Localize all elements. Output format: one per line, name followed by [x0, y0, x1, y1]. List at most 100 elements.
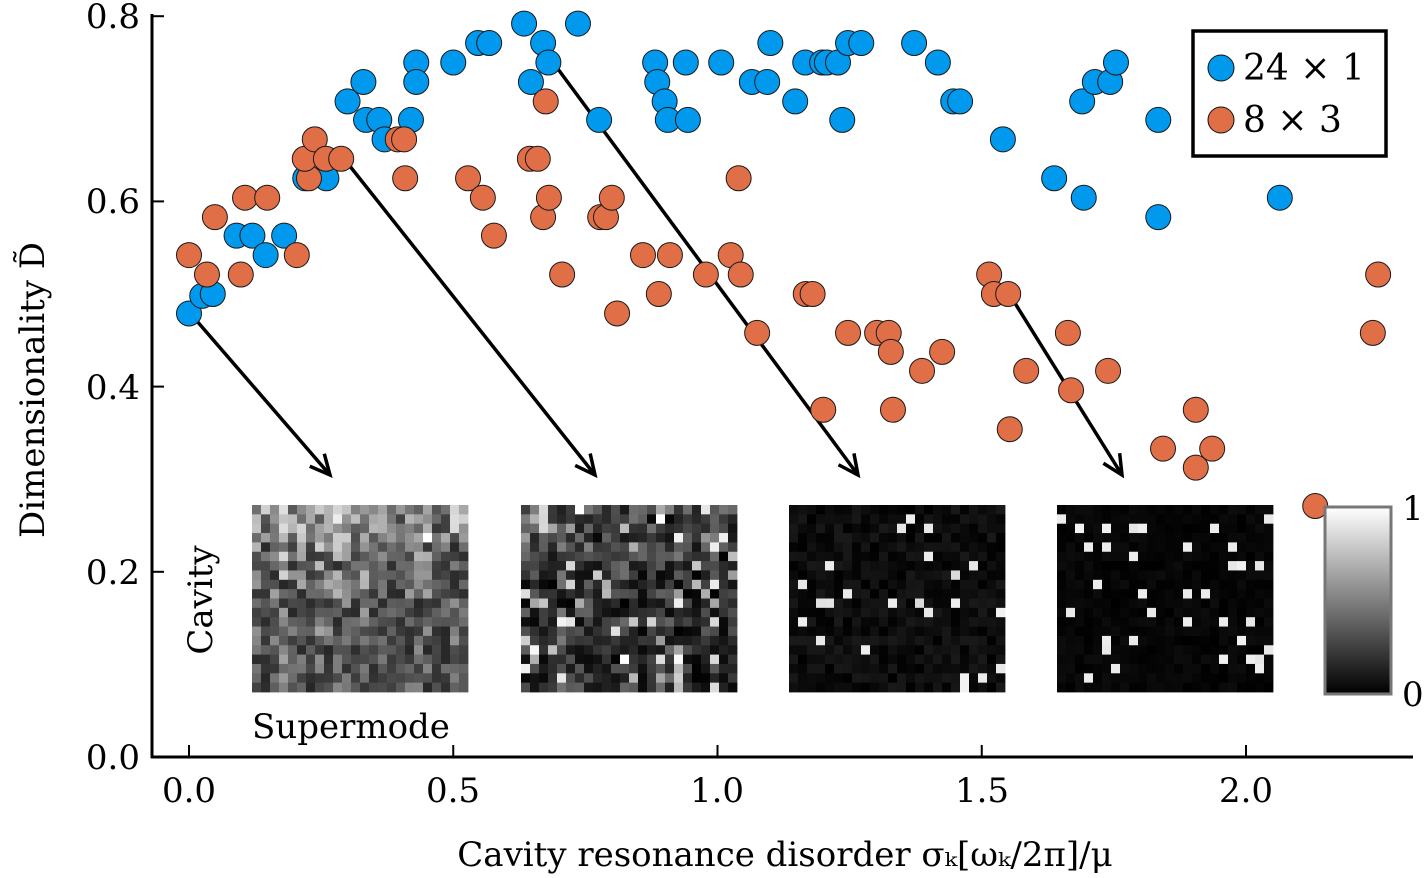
heatmap-cell	[459, 598, 469, 609]
heatmap-cell	[333, 514, 343, 525]
heatmap-cell	[888, 514, 898, 525]
heatmap-cell	[825, 570, 835, 581]
heatmap-cell	[1201, 533, 1211, 543]
heatmap-cell	[906, 551, 916, 562]
heatmap-cell	[816, 551, 826, 562]
heatmap-cell	[575, 579, 585, 590]
heatmap-cell	[566, 514, 576, 525]
heatmap-cell	[1264, 523, 1274, 534]
heatmap-cell	[1057, 505, 1067, 515]
heatmap-cell	[1138, 654, 1148, 665]
heatmap-cell	[566, 570, 576, 581]
heatmap-cell	[942, 607, 952, 618]
heatmap-cell	[351, 551, 361, 562]
heatmap-cell	[996, 635, 1006, 646]
heatmap-cell	[710, 570, 720, 581]
heatmap-cell	[530, 598, 540, 609]
heatmap-cell	[1057, 551, 1067, 562]
point-24x1	[672, 49, 699, 76]
heatmap-cell	[888, 523, 898, 534]
heatmap-cell	[423, 514, 433, 525]
heatmap-cell	[870, 542, 880, 553]
heatmap-cell	[924, 561, 934, 571]
heatmap-cell	[1264, 542, 1274, 553]
heatmap-cell	[450, 514, 460, 525]
heatmap-cell	[665, 533, 675, 543]
heatmap-cell	[843, 598, 853, 609]
heatmap-cell	[674, 598, 684, 609]
heatmap-cell	[665, 617, 675, 627]
heatmap-cell	[1183, 505, 1193, 515]
heatmap-cell	[1111, 645, 1121, 655]
heatmap-cell	[324, 673, 334, 684]
heatmap-cell	[405, 551, 415, 562]
heatmap-cell	[879, 542, 889, 553]
heatmap-cell	[620, 682, 630, 693]
heatmap-cell	[1111, 533, 1121, 543]
heatmap-cell	[692, 561, 702, 571]
heatmap-cell	[405, 542, 415, 553]
heatmap-cell	[261, 645, 271, 655]
heatmap-cell	[1183, 514, 1193, 525]
heatmap-cell	[378, 673, 388, 684]
heatmap-cell	[656, 626, 666, 637]
x-tick-label: 2.0	[1219, 771, 1273, 811]
heatmap-cell	[638, 514, 648, 525]
heatmap-cell	[852, 598, 862, 609]
heatmap-cell	[1264, 617, 1274, 627]
heatmap-cell	[665, 589, 675, 599]
heatmap-cell	[611, 617, 621, 627]
heatmap-cell	[360, 561, 370, 571]
heatmap-cell	[369, 589, 379, 599]
point-24x1	[1102, 49, 1129, 76]
point-8x3	[744, 319, 771, 346]
heatmap-cell	[888, 607, 898, 618]
heatmap-cell	[450, 607, 460, 618]
heatmap-cell	[548, 635, 558, 646]
heatmap-cell	[297, 635, 307, 646]
heatmap-cell	[306, 570, 316, 581]
heatmap-cell	[288, 533, 298, 543]
point-24x1	[252, 242, 279, 269]
heatmap-cell	[1192, 579, 1202, 590]
heatmap-cell	[459, 654, 469, 665]
heatmap-cell	[1246, 523, 1256, 534]
heatmap-cell	[270, 617, 280, 627]
heatmap-cell	[789, 654, 799, 665]
heatmap-cell	[1057, 589, 1067, 599]
heatmap-cell	[351, 626, 361, 637]
heatmap-cell	[861, 561, 871, 571]
heatmap-cell	[924, 607, 934, 618]
point-8x3	[392, 165, 419, 192]
heatmap-cell	[423, 626, 433, 637]
heatmap-cell	[405, 607, 415, 618]
heatmap-cell	[459, 617, 469, 627]
heatmap-cell	[1120, 579, 1130, 590]
heatmap-cell	[987, 663, 997, 674]
heatmap-cell	[807, 542, 817, 553]
heatmap-cell	[539, 523, 549, 534]
heatmap-cell	[432, 617, 442, 627]
heatmap-cell	[807, 505, 817, 515]
heatmap-cell	[692, 635, 702, 646]
heatmap-cell	[843, 561, 853, 571]
heatmap-cell	[942, 542, 952, 553]
point-24x1	[517, 68, 544, 95]
heatmap-cell	[987, 635, 997, 646]
heatmap-cell	[414, 589, 424, 599]
heatmap-cell	[450, 533, 460, 543]
heatmap-cell	[324, 561, 334, 571]
heatmap-cell	[261, 523, 271, 534]
heatmap-cell	[816, 514, 826, 525]
heatmap-cell	[432, 561, 442, 571]
heatmap-cell	[1066, 523, 1076, 534]
heatmap-cell	[978, 598, 988, 609]
heatmap-cell	[1201, 607, 1211, 618]
heatmap-cell	[1120, 654, 1130, 665]
heatmap-cell	[1138, 542, 1148, 553]
heatmap-cell	[1138, 579, 1148, 590]
heatmap-cell	[324, 682, 334, 693]
heatmap-cell	[1165, 654, 1175, 665]
heatmap-cell	[1228, 514, 1238, 525]
heatmap-cell	[1174, 561, 1184, 571]
